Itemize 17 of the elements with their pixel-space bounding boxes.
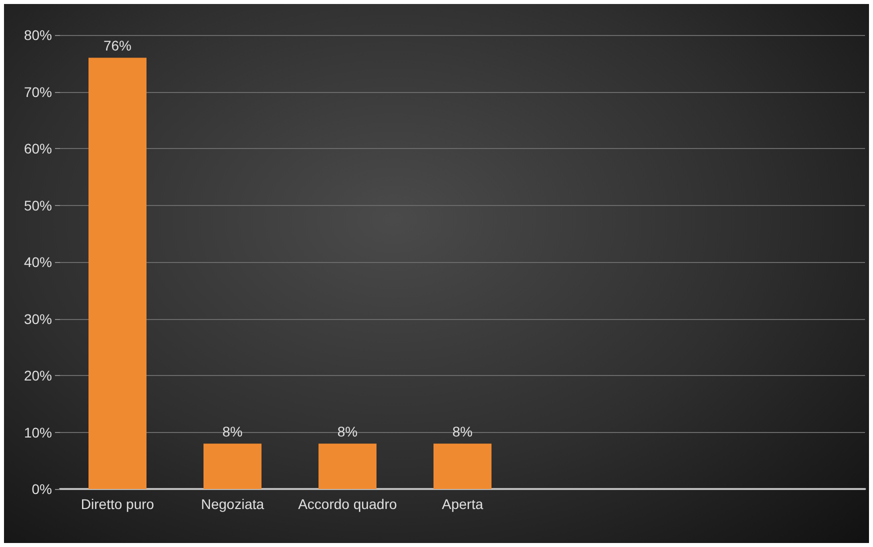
data-label: 8% — [337, 424, 358, 440]
y-tick-label: 70% — [24, 84, 52, 100]
y-tick-label: 0% — [32, 481, 52, 497]
y-tick-label: 30% — [24, 310, 52, 327]
y-tick-label: 50% — [24, 197, 52, 214]
y-tick-label: 40% — [24, 254, 52, 270]
y-tick-label: 10% — [24, 424, 52, 440]
x-tick-label: Negoziata — [200, 496, 264, 512]
y-tick-label: 60% — [24, 140, 52, 156]
data-label: 8% — [222, 424, 243, 440]
x-tick-label: Diretto puro — [80, 496, 154, 512]
y-tick-label: 80% — [24, 27, 52, 43]
data-label: 8% — [452, 424, 473, 440]
x-tick-label: Aperta — [442, 496, 484, 512]
x-tick-label: Accordo quadro — [298, 496, 398, 512]
data-label: 76% — [103, 38, 132, 54]
y-tick-label: 20% — [24, 368, 52, 384]
